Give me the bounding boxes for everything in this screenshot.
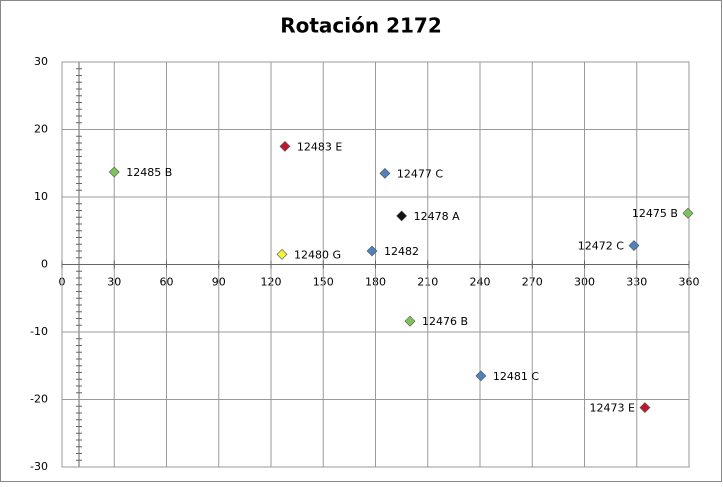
point xyxy=(108,166,120,178)
point-label: 12476 B xyxy=(422,315,468,328)
point-label: 12473 E xyxy=(589,402,634,415)
point-label: 12475 B xyxy=(632,207,678,220)
point xyxy=(628,240,640,252)
point-label: 12480 G xyxy=(294,248,341,261)
y-tick-label: -30 xyxy=(30,460,48,473)
point xyxy=(366,245,378,257)
chart-title: Rotación 2172 xyxy=(280,14,442,38)
y-tick-label: -10 xyxy=(30,325,48,338)
point-label: 12482 xyxy=(384,245,419,258)
point-label: 12485 B xyxy=(126,166,172,179)
y-tick-label: -20 xyxy=(30,393,48,406)
point xyxy=(682,207,694,219)
y-tick-label: 0 xyxy=(41,258,48,271)
point xyxy=(276,248,288,260)
point xyxy=(404,315,416,327)
y-tick-label: 10 xyxy=(34,190,48,203)
point xyxy=(279,140,291,152)
y-tick-label: 30 xyxy=(34,55,48,68)
point-label: 12481 C xyxy=(493,370,539,383)
point-label: 12478 A xyxy=(414,210,460,223)
point xyxy=(379,167,391,179)
y-tick-label: 20 xyxy=(34,123,48,136)
point xyxy=(639,402,651,414)
point-label: 12477 C xyxy=(397,167,443,180)
point-label: 12472 C xyxy=(578,240,624,253)
point-label: 12483 E xyxy=(297,140,342,153)
point xyxy=(475,370,487,382)
point xyxy=(396,210,408,222)
